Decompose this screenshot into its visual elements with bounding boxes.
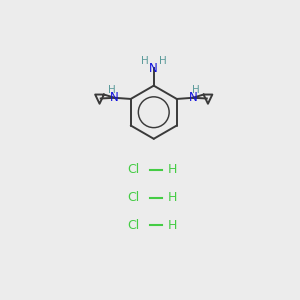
Text: H: H <box>168 191 177 204</box>
Text: H: H <box>168 219 177 232</box>
Text: H: H <box>192 85 200 95</box>
Text: Cl: Cl <box>128 191 140 204</box>
Text: H: H <box>159 56 167 66</box>
Text: N: N <box>110 91 119 104</box>
Text: N: N <box>149 62 158 75</box>
Text: Cl: Cl <box>128 164 140 176</box>
Text: H: H <box>168 164 177 176</box>
Text: H: H <box>108 85 116 95</box>
Text: N: N <box>189 91 197 104</box>
Text: H: H <box>141 56 149 66</box>
Text: Cl: Cl <box>128 219 140 232</box>
